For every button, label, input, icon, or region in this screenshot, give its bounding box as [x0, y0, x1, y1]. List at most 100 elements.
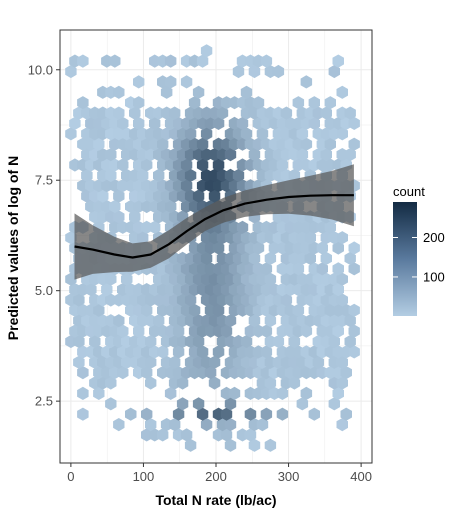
hex-bin [196, 345, 209, 359]
hex-bin [308, 96, 320, 110]
hex-bin [296, 148, 309, 162]
hex-bin [133, 116, 145, 130]
hex-bin [332, 324, 344, 338]
hex-bin [348, 262, 360, 276]
y-axis: 2.5 5.0 7.5 10.0 [28, 62, 60, 409]
hex-bin [73, 334, 85, 349]
hex-bin [168, 106, 181, 120]
hex-bin [101, 283, 113, 297]
hex-bin [244, 407, 257, 421]
hex-bin [348, 241, 360, 255]
hex-bin [172, 345, 185, 359]
hex-bin [256, 418, 269, 432]
x-tick-label: 300 [278, 469, 300, 484]
hex-bin [292, 262, 305, 276]
hex-bin [141, 158, 153, 172]
hex-bin [137, 231, 149, 245]
hex-bin [109, 54, 121, 68]
hex-bin [288, 376, 301, 390]
y-tick-label: 10.0 [28, 62, 53, 77]
smooth-line [74, 194, 354, 259]
hex-bin [240, 85, 253, 99]
hex-bin [180, 158, 193, 172]
hex-bin [332, 386, 344, 400]
hex-bin [348, 324, 360, 338]
hex-bin [324, 137, 336, 151]
hex-bin [252, 241, 265, 255]
hex-bin [105, 272, 117, 286]
hex-bin [168, 418, 181, 432]
hex-bin [208, 355, 221, 369]
hex-bin [248, 64, 261, 79]
hex-bin [196, 407, 209, 421]
hex-bin [105, 168, 117, 182]
hex-bin [192, 334, 205, 349]
hex-bin [336, 231, 348, 245]
hex-bin [113, 85, 125, 99]
hex-bin [208, 376, 221, 390]
hexbin-layer [65, 44, 360, 452]
hex-bin [89, 334, 101, 349]
hex-bin [292, 96, 305, 110]
hex-bin [176, 397, 189, 411]
hex-bin [85, 283, 97, 297]
hex-bin [224, 438, 237, 452]
hex-bin [232, 64, 245, 79]
hex-bin [300, 386, 313, 400]
hex-bin [188, 303, 201, 317]
hex-bin [141, 303, 153, 317]
hex-bin [176, 376, 189, 390]
hex-bin [312, 355, 324, 369]
hex-bin [117, 366, 129, 380]
hex-bin [196, 158, 209, 172]
hex-bin [77, 96, 89, 110]
hex-bin [65, 64, 77, 79]
hex-bin [133, 96, 145, 110]
hex-bin [264, 251, 277, 265]
hex-bin [200, 44, 213, 58]
hex-bin [125, 407, 137, 421]
hex-bin [248, 148, 261, 162]
hex-bin [292, 303, 305, 317]
hex-bin [160, 85, 173, 99]
hex-bin [336, 127, 348, 141]
hex-bin [200, 127, 213, 141]
y-axis-title: Predicted values of log of N [5, 156, 21, 340]
hex-bin [320, 148, 332, 162]
hex-bin [224, 314, 237, 328]
hex-bin [320, 251, 332, 265]
hex-bin [336, 272, 348, 286]
hex-bin [340, 407, 352, 421]
hex-bin [105, 397, 117, 411]
x-tick-label: 0 [67, 469, 74, 484]
hex-bin [344, 251, 356, 265]
hex-bin [192, 85, 205, 99]
hex-bin [77, 366, 89, 380]
x-axis-title: Total N rate (lb/ac) [155, 492, 276, 508]
legend-tick-label: 200 [423, 230, 445, 245]
hex-bin [264, 376, 277, 390]
hex-bin [77, 386, 89, 400]
y-tick-label: 7.5 [35, 173, 53, 188]
hex-bin [336, 355, 348, 369]
hex-bin [260, 407, 273, 421]
hex-bin [340, 366, 352, 380]
hex-bin [77, 54, 89, 68]
hex-bin [212, 303, 225, 317]
hex-bin [145, 376, 157, 390]
hex-bin [252, 96, 265, 110]
hex-bin [344, 314, 356, 328]
hex-bin [168, 355, 181, 369]
hex-bin [288, 334, 301, 349]
hex-bin [220, 428, 233, 442]
hex-bin [164, 54, 177, 68]
legend-colorbar [393, 202, 417, 316]
hex-bin [304, 231, 316, 245]
legend-tick-label: 100 [423, 269, 445, 284]
hex-bin [188, 96, 201, 110]
hex-bin [113, 314, 125, 328]
hex-bin [348, 116, 360, 130]
hex-bin [308, 407, 320, 421]
hex-bin [93, 303, 105, 317]
hex-bin [276, 407, 289, 421]
